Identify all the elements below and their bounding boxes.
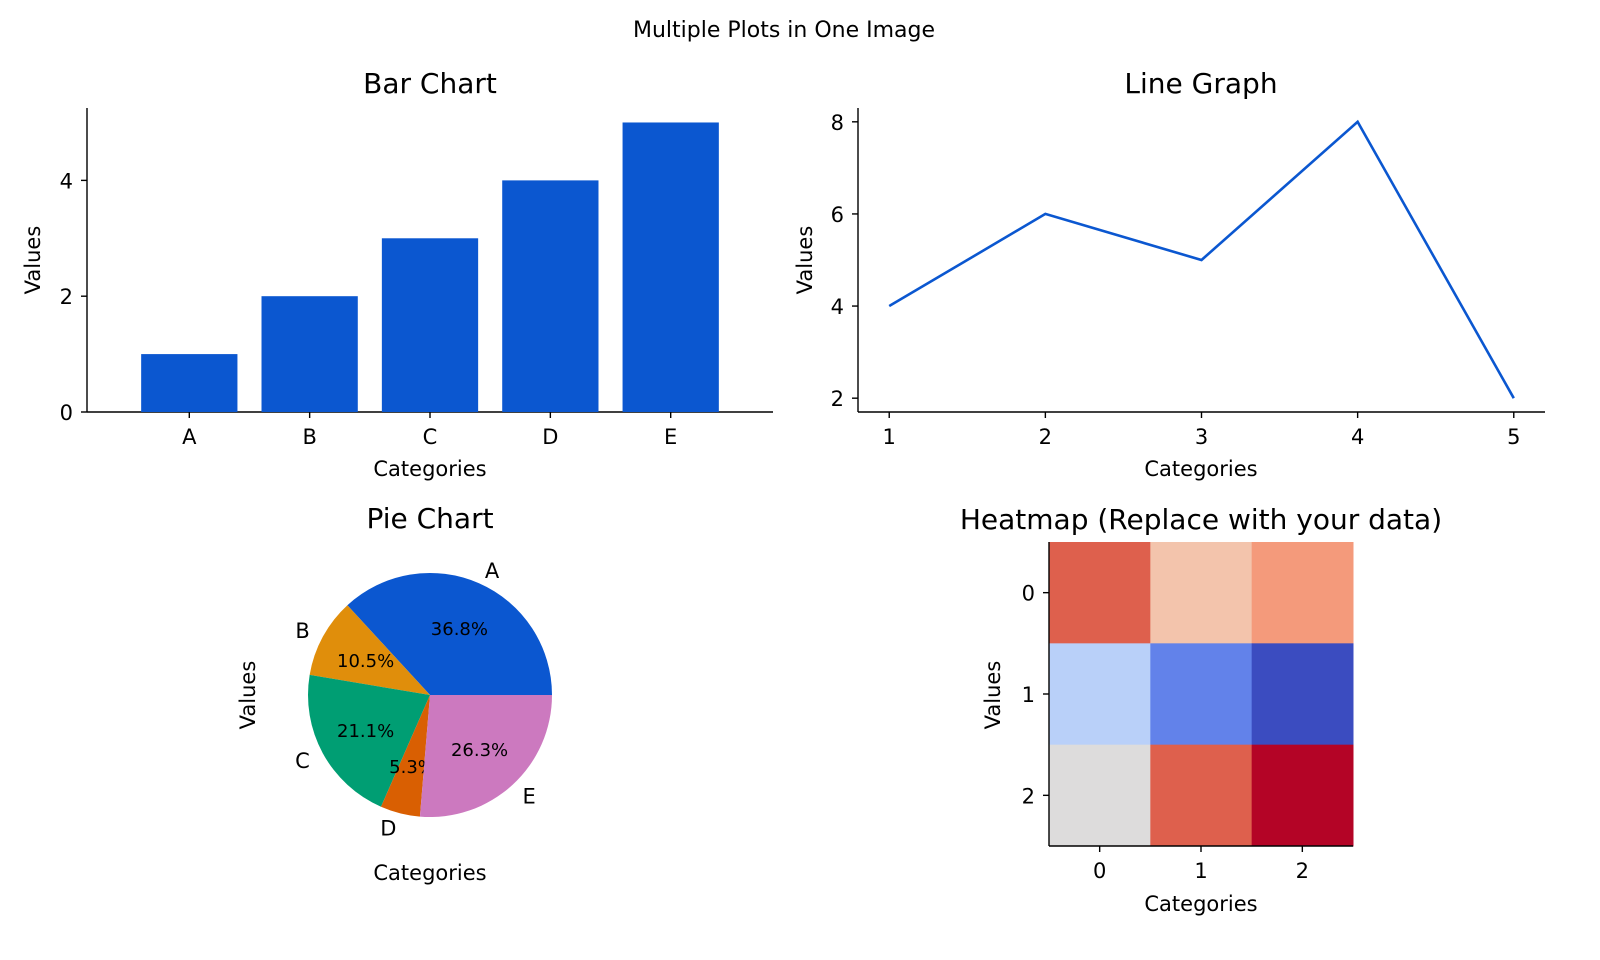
bar-y-tick-label: 0 [60, 401, 73, 425]
pie-label-B: B [295, 619, 309, 643]
line-x-tick-label: 1 [883, 425, 896, 449]
bar-chart-title: Bar Chart [363, 67, 497, 100]
pie-percent-B: 10.5% [337, 651, 394, 672]
bar-A [141, 354, 238, 412]
bar-chart: Bar Chart Categories Values A B C D E 0 2 4 [21, 67, 773, 481]
pie-percent-A: 36.8% [431, 619, 488, 640]
bar-chart-marks: A B C D E 0 2 4 [60, 122, 719, 449]
pie-label-E: E [523, 785, 536, 809]
bar-x-tick-label: D [542, 425, 558, 449]
line-chart: Line Graph Categories Values 1 2 3 4 5 2 4 6 8 [793, 67, 1545, 481]
heatmap-y-tick-label: 1 [1022, 683, 1035, 707]
line-x-tick-label: 3 [1195, 425, 1208, 449]
pie-slice-C [308, 674, 430, 807]
pie-percent-E: 26.3% [451, 740, 508, 761]
heatmap-xlabel: Categories [1144, 892, 1257, 916]
heatmap-title: Heatmap (Replace with your data) [960, 503, 1442, 536]
pie-label-A: A [485, 559, 500, 583]
pie-slice-E [419, 695, 552, 817]
pie-slice-D [380, 695, 430, 817]
line-x-tick-label: 2 [1039, 425, 1052, 449]
heatmap-cell [1251, 643, 1354, 746]
heatmap-cell [1150, 643, 1253, 746]
pie-percent-C: 21.1% [337, 721, 394, 742]
heatmap-cell [1150, 542, 1253, 644]
figure-title: Multiple Plots in One Image [633, 18, 935, 43]
bar-y-tick-label: 4 [60, 169, 73, 193]
heatmap-cell [1049, 744, 1151, 847]
heatmap-cell [1150, 744, 1253, 847]
heatmap-cell [1049, 643, 1151, 746]
heatmap-y-tick-label: 2 [1022, 784, 1035, 808]
line-x-tick-label: 4 [1351, 425, 1364, 449]
pie-label-D: D [380, 816, 396, 840]
bar-x-tick-label: C [423, 425, 438, 449]
bar-C [381, 238, 479, 412]
pie-chart-marks: A 36.8% B 10.5% C 21.1% D 5.3% E 26.3% [295, 559, 552, 840]
heatmap-y-tick-label: 0 [1022, 582, 1035, 606]
pie-chart-title: Pie Chart [366, 502, 493, 535]
bar-B [261, 296, 358, 412]
line-y-tick-label: 2 [831, 387, 844, 411]
bar-y-tick-label: 2 [60, 285, 73, 309]
line-x-tick-label: 5 [1507, 425, 1520, 449]
line-chart-title: Line Graph [1124, 67, 1277, 100]
line-chart-marks: 1 2 3 4 5 2 4 6 8 [831, 111, 1521, 449]
heatmap-ylabel: Values [981, 661, 1005, 730]
pie-label-C: C [295, 749, 310, 773]
line-chart-ylabel: Values [793, 226, 817, 295]
line-y-tick-label: 8 [831, 111, 844, 135]
line-y-tick-label: 6 [831, 203, 844, 227]
pie-chart-ylabel: Values [236, 661, 260, 730]
pie-slice-B [309, 605, 430, 695]
pie-slice-A [347, 573, 552, 695]
pie-chart-xlabel: Categories [373, 861, 486, 885]
bar-E [622, 122, 719, 412]
line-chart-xlabel: Categories [1144, 457, 1257, 481]
bar-x-tick-label: B [302, 425, 316, 449]
heatmap-cell [1251, 744, 1354, 847]
heatmap-x-tick-label: 0 [1093, 859, 1106, 883]
heatmap-x-tick-label: 1 [1194, 859, 1207, 883]
line-series [888, 119, 1515, 399]
pie-chart: Pie Chart Categories Values A 36.8% B 10.5%… [236, 502, 552, 885]
bar-chart-ylabel: Values [21, 226, 45, 295]
bar-chart-xlabel: Categories [373, 457, 486, 481]
bar-x-tick-label: E [664, 425, 677, 449]
heatmap-cell [1251, 542, 1354, 644]
bar-D [502, 180, 599, 412]
pie-percent-D: 5.3% [389, 757, 435, 778]
heatmap-chart: Heatmap (Replace with your data) Categor… [960, 503, 1442, 916]
heatmap-x-tick-label: 2 [1296, 859, 1309, 883]
line-y-tick-label: 4 [831, 295, 844, 319]
heatmap-cell [1049, 542, 1151, 644]
heatmap-marks: 0 1 2 0 1 2 [1022, 542, 1354, 883]
bar-x-tick-label: A [182, 425, 197, 449]
